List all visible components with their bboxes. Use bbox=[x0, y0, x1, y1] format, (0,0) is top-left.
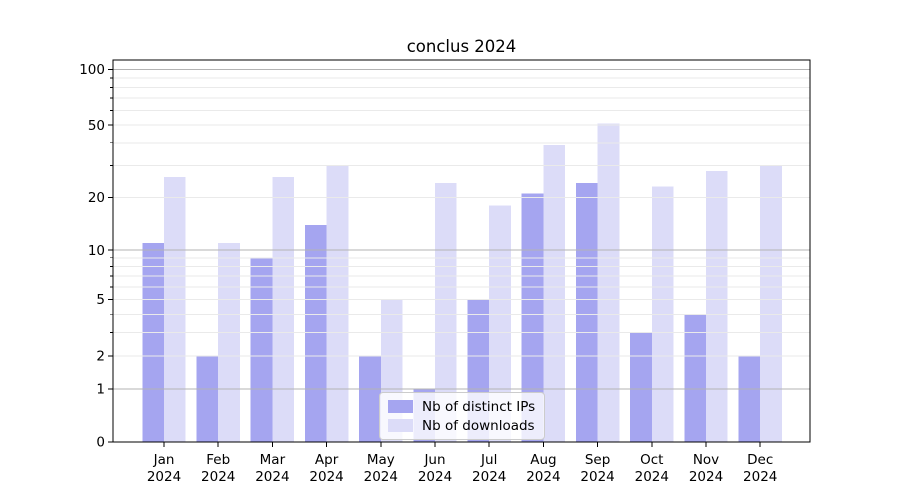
x-tick-label-year: 2024 bbox=[418, 469, 452, 485]
x-tick-label-year: 2024 bbox=[309, 469, 343, 485]
bar-nb-of-downloads-mar bbox=[272, 176, 295, 442]
bar-nb-of-distinct-ips-sep bbox=[575, 183, 598, 442]
x-tick-label-month: Aug bbox=[530, 452, 556, 468]
chart-title: conclus 2024 bbox=[406, 37, 517, 56]
bar-nb-of-distinct-ips-apr bbox=[304, 224, 327, 442]
legend-swatch-downloads bbox=[388, 419, 413, 432]
x-tick-label-year: 2024 bbox=[526, 469, 560, 485]
plot-border bbox=[112, 59, 811, 443]
y-tick-label: 10 bbox=[88, 243, 105, 259]
bar-nb-of-distinct-ips-jan bbox=[142, 243, 164, 442]
bar-nb-of-downloads-feb bbox=[218, 243, 240, 442]
legend-swatch-distinct-ips bbox=[388, 400, 413, 413]
y-tick-label: 0 bbox=[96, 435, 105, 451]
y-tick-label: 2 bbox=[96, 349, 105, 365]
y-tick-label: 100 bbox=[79, 62, 105, 78]
y-tick-label: 1 bbox=[96, 382, 105, 398]
x-tick-label-month: Sep bbox=[585, 452, 610, 468]
legend-label-distinct-ips: Nb of distinct IPs bbox=[422, 398, 536, 415]
x-tick-label-month: Jul bbox=[480, 452, 497, 468]
x-tick-label-year: 2024 bbox=[689, 469, 723, 485]
x-tick-label-month: Feb bbox=[206, 452, 230, 468]
grid-layer bbox=[113, 68, 810, 390]
bar-nb-of-downloads-apr bbox=[326, 165, 349, 442]
x-tick-label-year: 2024 bbox=[201, 469, 235, 485]
x-tick-label-year: 2024 bbox=[580, 469, 614, 485]
x-tick-label-month: Nov bbox=[693, 452, 719, 468]
bar-nb-of-distinct-ips-dec bbox=[738, 356, 761, 442]
y-tick-label: 20 bbox=[88, 190, 105, 206]
legend-item-downloads: Nb of downloads bbox=[388, 416, 535, 435]
x-tick-label-month: Apr bbox=[315, 452, 339, 468]
bar-nb-of-distinct-ips-nov bbox=[684, 314, 706, 442]
y-tick-label: 5 bbox=[96, 292, 105, 308]
bar-nb-of-downloads-aug bbox=[543, 144, 566, 442]
x-tick-label-year: 2024 bbox=[147, 469, 181, 485]
bar-nb-of-downloads-jul bbox=[489, 205, 511, 442]
x-tick-label-year: 2024 bbox=[364, 469, 398, 485]
x-tick-label-year: 2024 bbox=[635, 469, 669, 485]
bar-nb-of-distinct-ips-mar bbox=[250, 257, 273, 442]
chart-legend: Nb of distinct IPs Nb of downloads bbox=[379, 392, 546, 440]
bar-nb-of-downloads-sep bbox=[597, 123, 620, 442]
bar-nb-of-distinct-ips-aug bbox=[521, 193, 544, 442]
x-tick-label-month: Oct bbox=[640, 452, 663, 468]
legend-label-downloads: Nb of downloads bbox=[422, 417, 535, 434]
legend-item-distinct-ips: Nb of distinct IPs bbox=[388, 397, 535, 416]
x-tick-label-month: Jun bbox=[423, 452, 445, 468]
bar-nb-of-downloads-dec bbox=[760, 165, 782, 442]
bar-nb-of-distinct-ips-may bbox=[359, 356, 381, 442]
x-tick-label-year: 2024 bbox=[743, 469, 777, 485]
bars-layer bbox=[142, 123, 782, 442]
y-tick-label: 50 bbox=[88, 118, 105, 134]
x-tick-label-month: Jan bbox=[153, 452, 175, 468]
bar-nb-of-downloads-jun bbox=[435, 183, 457, 442]
bar-nb-of-downloads-jan bbox=[164, 176, 186, 442]
x-tick-label-year: 2024 bbox=[255, 469, 289, 485]
x-tick-label-month: May bbox=[367, 452, 395, 468]
x-tick-label-month: Mar bbox=[260, 452, 286, 468]
x-tick-label-year: 2024 bbox=[472, 469, 506, 485]
bar-nb-of-distinct-ips-feb bbox=[196, 356, 219, 442]
axes-layer: 1005020105210Jan2024Feb2024Mar2024Apr202… bbox=[79, 59, 811, 485]
bar-nb-of-distinct-ips-oct bbox=[630, 332, 652, 442]
x-tick-label-month: Dec bbox=[747, 452, 773, 468]
bar-nb-of-downloads-nov bbox=[706, 171, 728, 442]
